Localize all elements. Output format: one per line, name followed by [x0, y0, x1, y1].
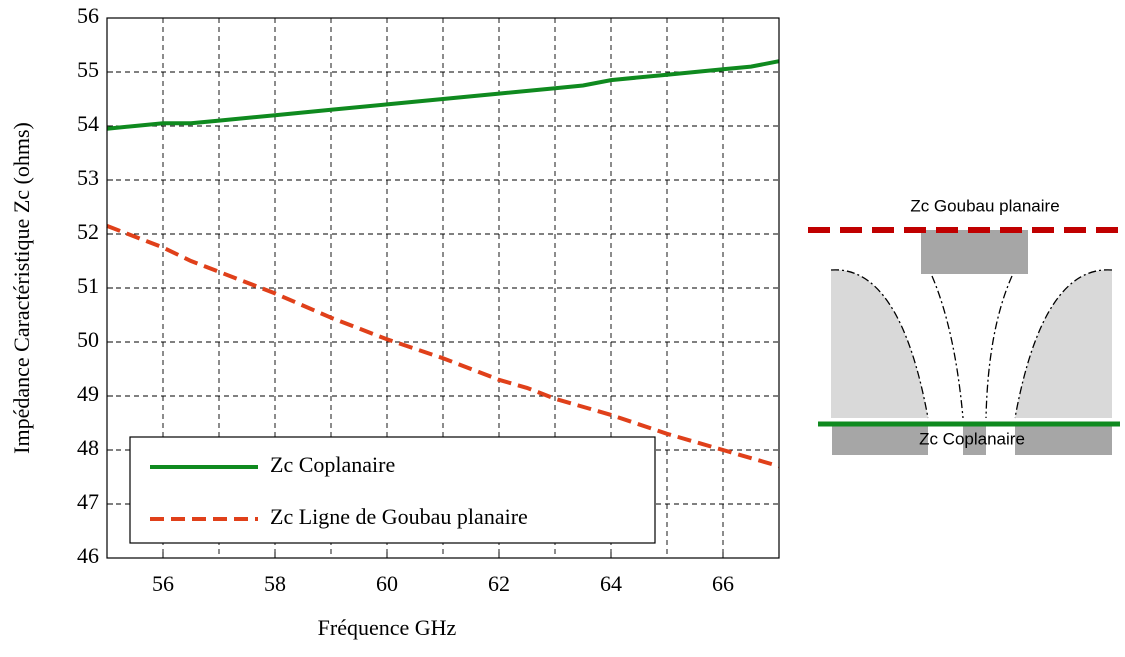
y-tick-label: 47	[77, 489, 99, 514]
x-tick-label: 62	[488, 571, 510, 596]
y-tick-label: 53	[77, 165, 99, 190]
series-line	[106, 224, 780, 469]
legend-label: Zc Ligne de Goubau planaire	[270, 504, 528, 529]
y-tick-label: 49	[77, 381, 99, 406]
goubau-strip	[921, 230, 1028, 274]
legend-label: Zc Coplanaire	[270, 452, 395, 477]
y-tick-label: 46	[77, 543, 99, 568]
y-tick-label: 54	[77, 111, 99, 136]
legend-box	[129, 436, 656, 544]
series-line	[106, 59, 780, 131]
y-tick-label: 56	[77, 3, 99, 28]
x-tick-label: 60	[376, 571, 398, 596]
ground-plane-right	[1015, 269, 1112, 418]
y-tick-label: 52	[77, 219, 99, 244]
y-tick-label: 50	[77, 327, 99, 352]
cpw-ground-right	[1015, 424, 1112, 455]
x-tick-label: 64	[600, 571, 622, 596]
y-axis-label: Impédance Caractéristique Zc (ohms)	[9, 122, 34, 454]
plot-frame	[106, 17, 780, 559]
ground-plane-left	[831, 269, 928, 418]
y-tick-label: 51	[77, 273, 99, 298]
x-tick-label: 58	[264, 571, 286, 596]
diagram: Zc Goubau planaire Zc Coplanaire	[808, 196, 1125, 455]
y-tick-label: 55	[77, 57, 99, 82]
diagram-label: Zc Coplanaire	[919, 429, 1025, 448]
field-lines	[830, 269, 1113, 419]
cpw-center	[963, 424, 986, 455]
x-axis-label: Fréquence GHz	[318, 615, 457, 640]
x-tick-label: 66	[712, 571, 734, 596]
diagram-label: Zc Goubau planaire	[910, 196, 1059, 215]
y-tick-label: 48	[77, 435, 99, 460]
cpw-ground-left	[832, 424, 928, 455]
x-tick-label: 56	[152, 571, 174, 596]
